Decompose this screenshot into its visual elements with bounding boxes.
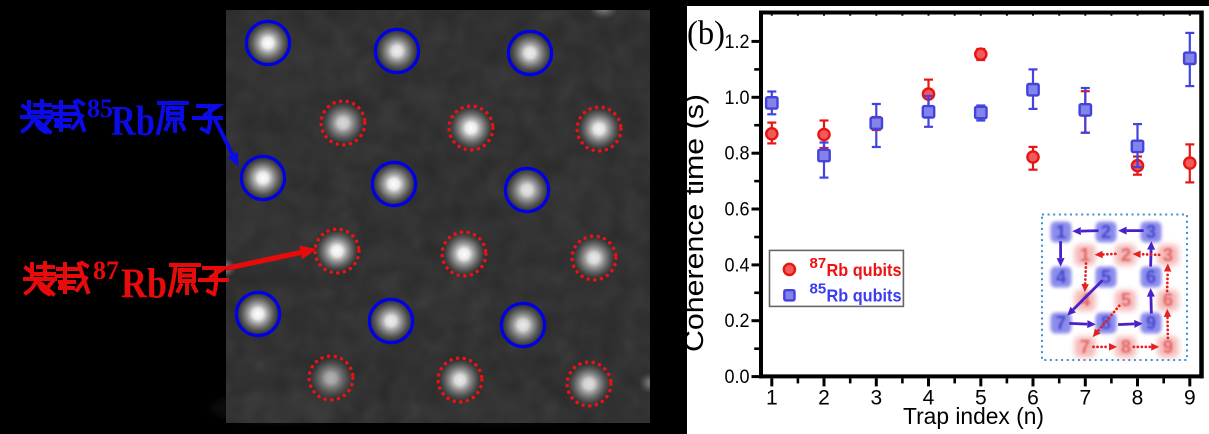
svg-text:3: 3 [870,387,882,410]
svg-text:Coherence time (s): Coherence time (s) [679,94,709,352]
svg-text:6: 6 [1146,267,1156,287]
svg-text:8: 8 [1101,313,1111,333]
svg-text:6: 6 [1163,290,1173,310]
svg-text:0.2: 0.2 [725,310,750,332]
svg-text:5: 5 [975,387,987,410]
svg-text:7: 7 [1056,313,1066,333]
svg-text:Trap index (n): Trap index (n) [903,403,1044,429]
svg-text:3: 3 [1146,222,1156,242]
svg-text:7: 7 [1079,387,1091,410]
svg-text:7: 7 [1080,337,1090,357]
svg-text:Rb qubits: Rb qubits [827,286,902,306]
svg-text:1.2: 1.2 [725,31,750,53]
svg-text:4: 4 [1056,267,1066,287]
svg-text:87: 87 [810,255,827,272]
svg-text:0.6: 0.6 [725,199,750,221]
svg-text:3: 3 [1163,245,1173,265]
svg-text:8: 8 [1132,387,1144,410]
svg-text:1: 1 [1080,245,1090,265]
svg-text:1: 1 [1056,222,1066,242]
svg-text:0.4: 0.4 [725,254,750,276]
svg-text:Rb: Rb [121,262,167,308]
svg-text:8: 8 [1121,337,1131,357]
svg-text:1.0: 1.0 [725,87,750,109]
svg-text:87: 87 [93,256,119,285]
svg-text:9: 9 [1146,313,1156,333]
svg-text:2: 2 [818,387,830,410]
svg-text:2: 2 [1101,222,1111,242]
svg-text:Rb qubits: Rb qubits [827,260,902,280]
svg-text:1: 1 [766,387,778,410]
svg-text:9: 9 [1163,337,1173,357]
svg-text:4: 4 [923,387,935,410]
svg-text:Rb: Rb [111,99,155,145]
svg-text:85: 85 [810,281,827,298]
svg-text:5: 5 [1121,290,1131,310]
svg-text:4: 4 [1080,290,1090,310]
svg-text:0.0: 0.0 [725,366,750,388]
svg-text:0.8: 0.8 [725,143,750,165]
svg-text:5: 5 [1101,267,1111,287]
svg-text:2: 2 [1121,245,1131,265]
svg-text:9: 9 [1184,387,1196,410]
svg-text:(b): (b) [687,15,725,52]
svg-text:85: 85 [87,94,113,123]
svg-text:6: 6 [1027,387,1039,410]
